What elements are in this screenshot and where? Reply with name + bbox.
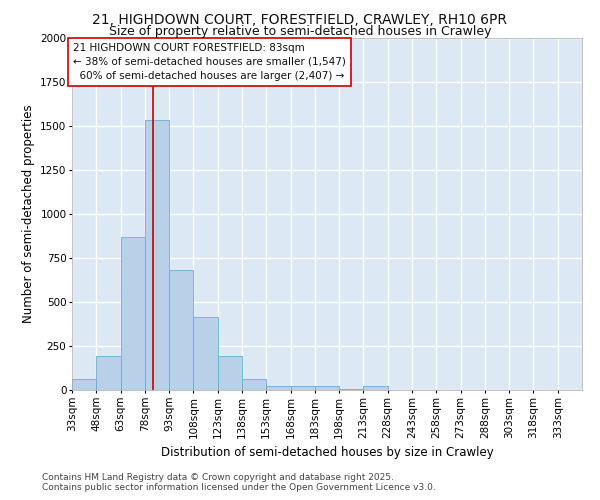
Bar <box>145 120 169 390</box>
Text: Size of property relative to semi-detached houses in Crawley: Size of property relative to semi-detach… <box>109 25 491 38</box>
Text: Contains HM Land Registry data © Crown copyright and database right 2025.
Contai: Contains HM Land Registry data © Crown c… <box>42 473 436 492</box>
Bar <box>339 389 364 390</box>
Bar <box>266 386 290 390</box>
Bar <box>169 270 193 390</box>
Y-axis label: Number of semi-detached properties: Number of semi-detached properties <box>22 104 35 323</box>
Bar <box>96 356 121 390</box>
X-axis label: Distribution of semi-detached houses by size in Crawley: Distribution of semi-detached houses by … <box>161 446 493 459</box>
Bar <box>193 317 218 390</box>
Bar <box>242 380 266 390</box>
Bar <box>72 378 96 390</box>
Bar <box>290 386 315 390</box>
Bar <box>121 236 145 390</box>
Text: 21, HIGHDOWN COURT, FORESTFIELD, CRAWLEY, RH10 6PR: 21, HIGHDOWN COURT, FORESTFIELD, CRAWLEY… <box>92 12 508 26</box>
Bar <box>315 386 339 390</box>
Bar <box>364 386 388 390</box>
Bar <box>218 356 242 390</box>
Text: 21 HIGHDOWN COURT FORESTFIELD: 83sqm
← 38% of semi-detached houses are smaller (: 21 HIGHDOWN COURT FORESTFIELD: 83sqm ← 3… <box>73 43 346 81</box>
